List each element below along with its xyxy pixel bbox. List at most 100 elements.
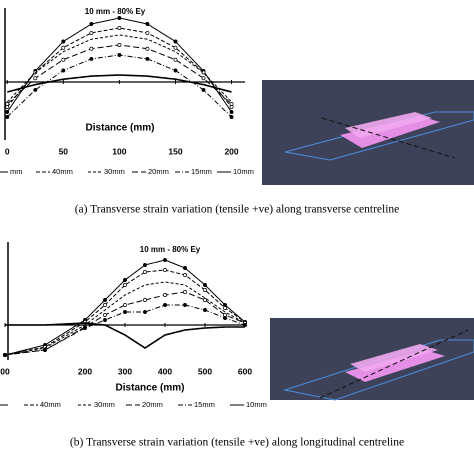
series-marker [173,39,178,44]
series-marker [163,268,167,272]
series-marker [229,110,234,114]
series-marker [203,283,207,287]
series-marker [117,16,122,20]
series-marker [89,46,94,51]
caption: (b) Transverse strain variation (tensile… [70,437,404,449]
series-marker [163,303,167,307]
series-marker [103,318,107,322]
legend-label: 10mm [233,167,254,176]
series-marker [183,273,187,277]
x-tick-label: 150 [168,146,182,156]
x-tick-label: 50 [59,146,69,156]
series-marker [43,348,47,352]
series-marker [89,56,94,61]
legend-label: 10mm [246,400,267,409]
series-marker [89,22,94,26]
series-marker [33,76,38,81]
series-line [6,34,232,103]
x-tick-label: 200 [224,146,238,156]
x-tick-label: 400 [158,366,172,376]
series-marker [61,39,66,44]
series-marker [163,258,167,262]
series-marker [123,278,127,282]
series-line [4,304,246,356]
legend-label: mm [10,167,23,176]
series-marker [229,102,234,106]
series-marker [243,323,247,327]
series-marker [143,310,147,314]
legend-label: 30mm [104,167,125,176]
legend-label: 40mm [52,167,73,176]
series-marker [61,68,66,73]
series-line [6,27,232,108]
series-marker [5,110,10,114]
legend-label: 40mm [40,400,61,409]
legend-label: 15mm [194,400,215,409]
series-line [4,281,246,356]
x-tick-label: 300 [118,366,132,376]
series-marker [5,102,10,106]
x-tick-label: 100 [112,146,126,156]
series-marker [89,30,94,35]
series-marker [83,326,87,330]
series-marker [201,76,206,81]
chart-title: 10 mm - 80% Ey [140,245,201,254]
series-marker [3,353,7,357]
legend-label: 15mm [191,167,212,176]
series-marker [61,45,66,50]
x-tick-label: 200 [78,366,92,376]
series-marker [183,290,187,294]
series-marker [145,56,150,61]
series-line [4,259,246,356]
series-marker [183,303,187,307]
legend-label: 20mm [142,400,163,409]
series-marker [173,68,178,73]
series-marker [145,22,150,26]
series-marker [143,270,147,274]
series-line [4,269,246,356]
series-line [5,322,245,349]
x-axis-label: Distance (mm) [86,123,155,134]
series-marker [203,298,207,302]
series-marker [117,53,122,57]
x-tick-label: 00 [0,366,10,376]
series-marker [103,298,107,302]
model-render-a [262,80,474,185]
series-marker [203,288,207,292]
series-marker [223,306,227,310]
x-tick-label: 500 [198,366,212,376]
series-marker [229,115,234,119]
series-marker [173,57,178,62]
series-marker [117,43,122,47]
series-marker [145,30,150,35]
x-tick-label: 0 [5,146,10,156]
series-line [7,74,232,93]
series-marker [203,308,207,312]
series-line [6,17,232,113]
caption: (a) Transverse strain variation (tensile… [75,204,400,216]
series-marker [123,310,127,314]
series-marker [145,46,150,51]
series-marker [173,45,178,50]
series-marker [143,263,147,267]
series-marker [103,313,107,317]
series-marker [117,26,122,30]
series-marker [201,87,206,92]
series-marker [223,316,227,320]
x-axis-label: Distance (mm) [116,383,185,394]
series-marker [5,115,10,119]
legend-label: 20mm [148,167,169,176]
x-tick-label: 600 [238,366,252,376]
series-marker [33,87,38,92]
series-marker [183,266,187,270]
series-marker [123,303,127,307]
model-render-b [270,318,474,401]
chart-title: 10 mm - 80% Ey [85,7,146,16]
legend-label: 30mm [94,400,115,409]
series-marker [163,293,167,297]
series-marker [61,57,66,62]
series-marker [103,303,107,307]
series-line [6,54,232,118]
series-marker [123,283,127,287]
